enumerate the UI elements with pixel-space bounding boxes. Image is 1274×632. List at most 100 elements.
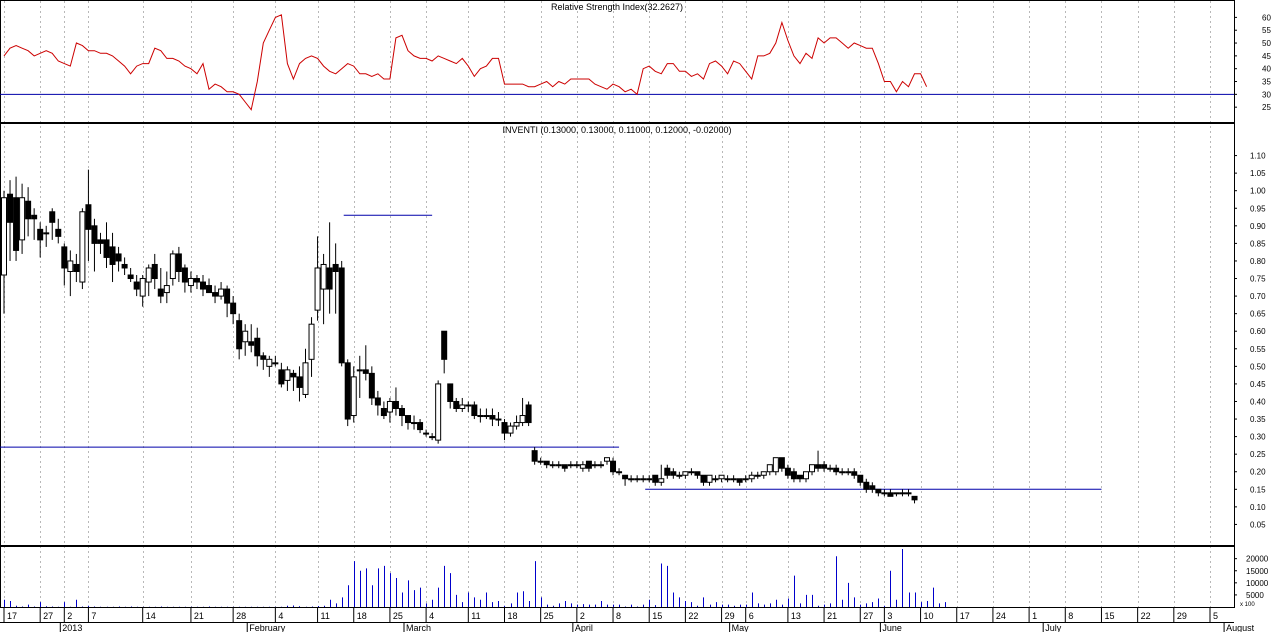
x-axis: 17 27 2 7 14 21 28 4 11 18 25 4 11 18 25 2 8 15 22 29 6 13 21 2… (0, 608, 1255, 632)
candle-up (429, 436, 436, 439)
candle-up (676, 474, 683, 477)
x-day-label: 3 (887, 611, 892, 621)
candle-up (597, 464, 604, 467)
x-day-label: 4 (429, 611, 434, 621)
candle-down (585, 460, 592, 469)
candle-up (893, 492, 900, 495)
volume-panel-border (0, 546, 1235, 608)
candle-down (31, 214, 38, 220)
candle-down (471, 404, 478, 417)
candle-down (344, 362, 351, 420)
price-tick-label: 0.20 (1250, 468, 1266, 477)
rsi-tick-label: 55 (1262, 26, 1271, 35)
candle-up (459, 404, 466, 410)
x-month-label: August (1226, 623, 1255, 632)
price-tick-label: 1.10 (1250, 152, 1266, 161)
candle-down (199, 281, 206, 290)
x-day-label: 18 (357, 611, 367, 621)
volume-tick-label: 5000 (1246, 591, 1264, 600)
price-tick-label: 0.35 (1250, 415, 1266, 424)
price-title: INVENTI (0.13000, 0.13000, 0.11000, 0.12… (503, 125, 732, 135)
candle-down (115, 253, 122, 262)
rsi-line (3, 14, 928, 111)
volume-panel: 20000 15000 10000 5000 x 100 (0, 546, 1269, 608)
price-tick-label: 0.30 (1250, 433, 1266, 442)
candle-down (55, 228, 62, 237)
candle-up (881, 492, 888, 495)
candle-down (368, 372, 375, 399)
candle-down (441, 330, 448, 360)
candle-up (19, 197, 26, 241)
x-day-label: 6 (749, 611, 754, 621)
candle-up (302, 362, 309, 395)
x-day-label: 21 (194, 611, 204, 621)
price-tick-label: 0.85 (1250, 239, 1266, 248)
candle-up (308, 323, 315, 360)
candle-down (224, 288, 231, 304)
x-day-label: 14 (146, 611, 156, 621)
candle-down (260, 355, 267, 360)
candle-up (634, 478, 641, 481)
x-month-label: 2013 (62, 623, 82, 632)
candle-down (121, 263, 128, 269)
candle-up (519, 415, 526, 424)
candle-down (501, 422, 508, 434)
rsi-tick-label: 50 (1262, 39, 1271, 48)
price-tick-label: 0.60 (1250, 327, 1266, 336)
candle-down (622, 474, 629, 480)
x-day-label: 8 (616, 611, 621, 621)
candle-up (809, 464, 816, 473)
candle-down (670, 471, 677, 476)
candle-up (1, 197, 7, 276)
candle-up (350, 376, 357, 417)
volume-tick-label: 20000 (1246, 555, 1269, 564)
price-tick-label: 0.80 (1250, 257, 1266, 266)
candle-down (398, 408, 405, 417)
price-tick-label: 0.40 (1250, 397, 1266, 406)
candle-down (700, 474, 707, 483)
candle-up (646, 478, 653, 481)
x-day-label: 22 (688, 611, 698, 621)
candle-down (543, 460, 550, 466)
candle-down (875, 488, 882, 494)
candle-down (175, 253, 182, 272)
candle-up (483, 415, 490, 418)
candle-down (338, 267, 345, 364)
price-panel-border (0, 123, 1235, 546)
candle-down (151, 263, 158, 280)
candle-up (760, 471, 767, 476)
candle-up (802, 471, 809, 480)
candle-down (362, 369, 369, 374)
candle-down (296, 376, 303, 388)
candle-up (712, 478, 719, 481)
candle-up (628, 478, 635, 481)
x-day-label: 15 (652, 611, 662, 621)
candle-down (49, 211, 56, 223)
candle-up (169, 253, 176, 280)
candle-up (899, 492, 906, 495)
rsi-title: Relative Strength Index(32.2627) (551, 2, 683, 12)
candle-down (374, 397, 381, 406)
x-day-label: 22 (1141, 611, 1151, 621)
x-day-label: 8 (1068, 611, 1073, 621)
candle-up (573, 464, 580, 467)
candle-down (212, 292, 219, 297)
candle-up (435, 383, 442, 441)
candle-up (640, 478, 647, 481)
candle-up (79, 211, 86, 283)
x-month-label: April (575, 623, 593, 632)
candle-up (218, 288, 225, 297)
candle-down (248, 341, 255, 346)
candle-down (652, 474, 659, 483)
candle-down (790, 471, 797, 480)
candle-up (905, 492, 912, 495)
candle-up (187, 278, 194, 287)
candle-down (561, 464, 568, 469)
rsi-tick-label: 30 (1262, 90, 1271, 99)
candle-down (736, 478, 743, 483)
candle-up (742, 478, 749, 481)
candle-down (821, 464, 828, 469)
volume-tick-label: 10000 (1246, 579, 1269, 588)
candle-down (453, 400, 460, 410)
candle-up (766, 464, 773, 473)
